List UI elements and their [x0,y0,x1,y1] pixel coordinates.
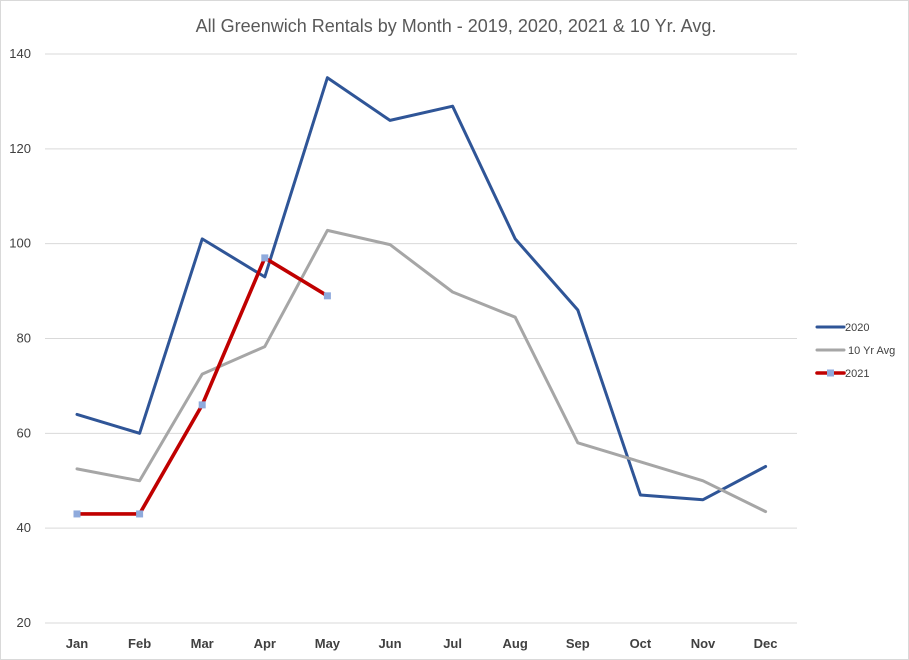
plot-area [73,76,768,518]
legend-marker [827,369,834,377]
y-tick-label: 140 [9,46,31,61]
data-point-2021 [136,510,144,518]
y-axis: 20 40 60 80 100 120 140 [9,46,31,630]
y-tick-label: 20 [17,615,31,630]
x-tick-label: Jun [378,636,401,651]
y-tick-label: 100 [9,236,31,251]
legend-item-10-yr-avg: 10 Yr Avg [815,345,895,357]
x-tick-label: Nov [691,636,716,651]
y-tick-label: 120 [9,141,31,156]
x-tick-label: Dec [754,636,778,651]
series-line-10-yr-avg [75,228,768,514]
data-point-2021 [261,254,269,262]
data-point-2021 [198,401,206,409]
series-line-2020 [75,76,768,502]
chart-title: All Greenwich Rentals by Month - 2019, 2… [196,16,717,36]
x-tick-label: Aug [503,636,528,651]
legend-label: 10 Yr Avg [848,345,895,357]
x-tick-label: Jul [443,636,462,651]
legend-label: 2021 [845,368,869,380]
y-tick-label: 80 [17,331,31,346]
gridlines [45,53,797,624]
legend: 2020 10 Yr Avg 2021 [815,322,895,380]
x-tick-label: Oct [630,636,652,651]
x-axis: Jan Feb Mar Apr May Jun Jul Aug Sep Oct Nov Dec [66,636,778,651]
x-tick-label: Apr [254,636,276,651]
y-tick-label: 40 [17,520,31,535]
x-tick-label: Feb [128,636,151,651]
data-point-2021 [73,510,81,518]
legend-label: 2020 [845,322,869,334]
x-tick-label: Jan [66,636,88,651]
y-tick-label: 60 [17,425,31,440]
data-point-2021 [323,292,331,300]
x-tick-label: Mar [191,636,214,651]
x-tick-label: Sep [566,636,590,651]
legend-item-2020: 2020 [815,322,869,334]
x-tick-label: May [315,636,341,651]
legend-item-2021: 2021 [815,368,869,380]
